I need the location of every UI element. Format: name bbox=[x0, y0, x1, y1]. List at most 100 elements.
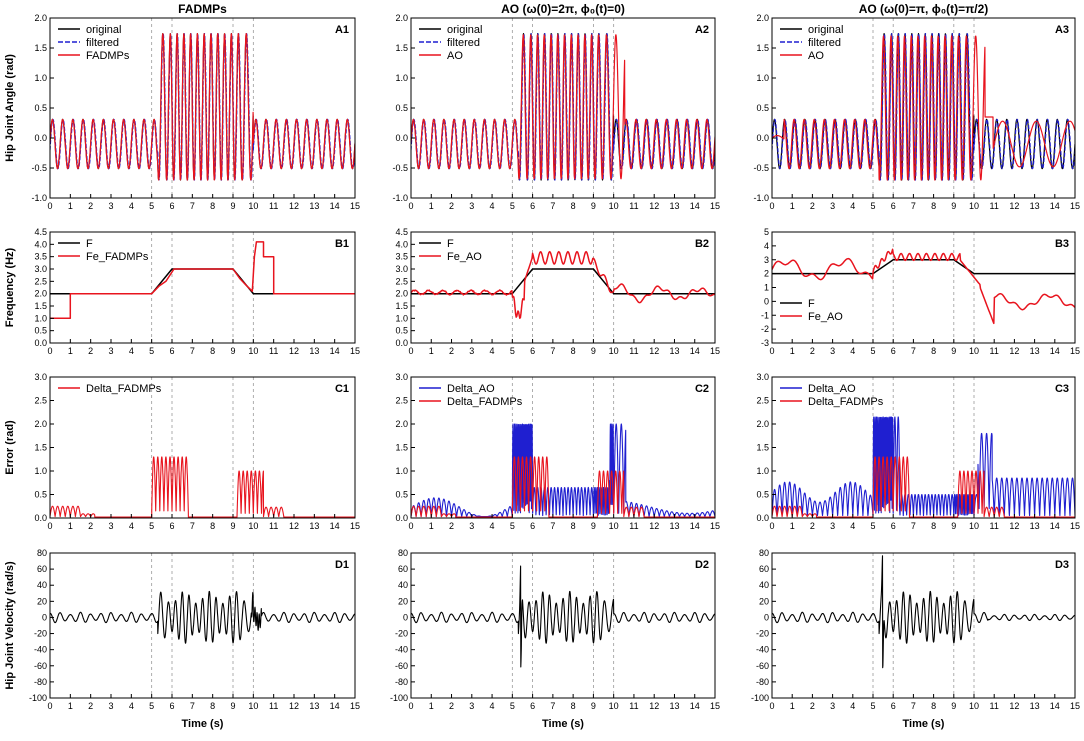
x-tick-label: 8 bbox=[571, 701, 576, 711]
y-tick-label: 0.5 bbox=[34, 490, 47, 500]
y-tick-label: 1.0 bbox=[34, 313, 47, 323]
y-tick-label: 0.0 bbox=[756, 513, 769, 523]
delta-ao-line bbox=[772, 416, 1075, 517]
y-tick-label: -80 bbox=[395, 677, 408, 687]
x-tick-label: 1 bbox=[68, 521, 73, 531]
y-tick-label: 0 bbox=[764, 612, 769, 622]
y-tick-label: -20 bbox=[395, 629, 408, 639]
x-tick-label: 8 bbox=[210, 346, 215, 356]
x-tick-label: 0 bbox=[47, 346, 52, 356]
x-tick-label: 13 bbox=[1030, 701, 1040, 711]
x-tick-label: 2 bbox=[810, 701, 815, 711]
x-tick-label: 9 bbox=[230, 701, 235, 711]
x-tick-label: 9 bbox=[591, 521, 596, 531]
panel-label: A3 bbox=[1055, 24, 1069, 36]
x-tick-label: 3 bbox=[108, 521, 113, 531]
delta-fadmps-line bbox=[50, 456, 355, 518]
x-tick-label: 2 bbox=[449, 346, 454, 356]
x-tick-label: 12 bbox=[649, 521, 659, 531]
y-tick-label: -20 bbox=[34, 629, 47, 639]
x-tick-label: 0 bbox=[408, 701, 413, 711]
panel-c2: 0 1 2 3 4 5 6 7 8 9 10 11 12 13 14 150.00.51.01.52.02.5… bbox=[395, 372, 720, 531]
panel-label: C2 bbox=[695, 383, 709, 395]
x-tick-label: 8 bbox=[210, 201, 215, 211]
x-tick-label: 7 bbox=[550, 701, 555, 711]
x-tick-label: 4 bbox=[850, 201, 855, 211]
y-tick-label: 0.0 bbox=[34, 133, 47, 143]
y-tick-label: -1.0 bbox=[31, 193, 47, 203]
x-tick-label: 9 bbox=[230, 521, 235, 531]
y-tick-label: 1.5 bbox=[395, 443, 408, 453]
panel-label: D3 bbox=[1055, 559, 1069, 571]
y-tick-label: 3.5 bbox=[34, 252, 47, 262]
x-tick-label: 14 bbox=[330, 346, 340, 356]
panel-frame bbox=[771, 231, 1076, 344]
y-tick-label: 0.5 bbox=[34, 103, 47, 113]
panel-label: A1 bbox=[335, 24, 349, 36]
plot-area bbox=[411, 423, 715, 518]
x-tick-label: 12 bbox=[1009, 346, 1019, 356]
y-tick-label: 1.5 bbox=[395, 43, 408, 53]
x-tick-label: 4 bbox=[850, 521, 855, 531]
y-tick-label: 1.0 bbox=[395, 466, 408, 476]
panel-c1: 0 1 2 3 4 5 6 7 8 9 10 11 12 13 14 150.00.51.01.52.02.5… bbox=[34, 372, 360, 531]
y-tick-label: 4.5 bbox=[34, 227, 47, 237]
y-tick-label: 0.0 bbox=[395, 513, 408, 523]
estimate-line bbox=[411, 34, 715, 180]
x-tick-label: 8 bbox=[931, 346, 936, 356]
x-tick-label: 5 bbox=[870, 346, 875, 356]
legend-label: Delta_FADMPs bbox=[447, 396, 523, 408]
x-tick-label: 14 bbox=[690, 201, 700, 211]
x-tick-label: 6 bbox=[891, 701, 896, 711]
x-tick-label: 15 bbox=[1070, 701, 1080, 711]
x-tick-label: 2 bbox=[88, 201, 93, 211]
x-tick-label: 5 bbox=[510, 346, 515, 356]
x-tick-label: 7 bbox=[190, 701, 195, 711]
x-tick-label: 4 bbox=[129, 201, 134, 211]
x-tick-label: 15 bbox=[350, 701, 360, 711]
x-tick-label: 5 bbox=[149, 346, 154, 356]
x-tick-label: 7 bbox=[190, 201, 195, 211]
y-tick-label: 60 bbox=[37, 564, 47, 574]
y-tick-label: 3.5 bbox=[395, 252, 408, 262]
legend-label: Delta_AO bbox=[447, 383, 495, 395]
x-tick-label: 11 bbox=[269, 346, 278, 356]
legend-label: AO bbox=[808, 50, 824, 62]
x-tick-label: 15 bbox=[710, 521, 720, 531]
y-tick-label: -0.5 bbox=[31, 163, 47, 173]
y-tick-label: 0.0 bbox=[395, 133, 408, 143]
legend-label: Delta_AO bbox=[808, 383, 856, 395]
x-tick-label: 5 bbox=[149, 701, 154, 711]
column-title: FADMPs bbox=[178, 2, 227, 16]
x-tick-label: 11 bbox=[990, 201, 999, 211]
x-tick-label: 0 bbox=[769, 701, 774, 711]
y-tick-label: 0.5 bbox=[34, 326, 47, 336]
x-tick-label: 6 bbox=[891, 346, 896, 356]
y-tick-label: -40 bbox=[34, 645, 47, 655]
x-tick-label: 1 bbox=[429, 521, 434, 531]
x-tick-label: 2 bbox=[810, 521, 815, 531]
x-tick-label: 15 bbox=[710, 701, 720, 711]
y-tick-label: 2.0 bbox=[34, 289, 47, 299]
x-tick-label: 4 bbox=[490, 201, 495, 211]
panel-frame bbox=[49, 376, 356, 519]
y-tick-label: 2.5 bbox=[395, 396, 408, 406]
x-tick-label: 0 bbox=[47, 521, 52, 531]
plot-area bbox=[772, 555, 1075, 669]
x-tick-label: 7 bbox=[550, 201, 555, 211]
frequency-f-line bbox=[772, 259, 1075, 275]
panel-label: A2 bbox=[695, 24, 709, 36]
y-tick-label: 4.0 bbox=[34, 239, 47, 249]
x-tick-label: 9 bbox=[230, 346, 235, 356]
x-tick-label: 12 bbox=[649, 701, 659, 711]
x-tick-label: 12 bbox=[649, 346, 659, 356]
frequency-fe-line bbox=[50, 241, 355, 320]
x-tick-label: 1 bbox=[429, 346, 434, 356]
y-tick-label: 40 bbox=[759, 580, 769, 590]
y-tick-label: 3.0 bbox=[34, 372, 47, 382]
x-tick-label: 6 bbox=[530, 201, 535, 211]
x-tick-label: 14 bbox=[330, 701, 340, 711]
panel-frame bbox=[410, 552, 716, 699]
x-tick-label: 0 bbox=[408, 346, 413, 356]
x-tick-label: 10 bbox=[248, 346, 258, 356]
